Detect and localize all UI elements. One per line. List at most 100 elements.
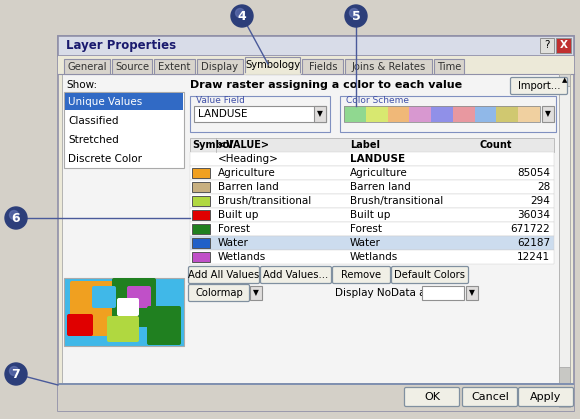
FancyBboxPatch shape — [366, 106, 387, 122]
FancyBboxPatch shape — [190, 152, 554, 166]
FancyBboxPatch shape — [518, 106, 540, 122]
Text: 671722: 671722 — [510, 224, 550, 234]
Text: 36034: 36034 — [517, 210, 550, 220]
Text: <Heading>: <Heading> — [218, 154, 279, 164]
Text: Discrete Color: Discrete Color — [68, 153, 142, 163]
Text: 85054: 85054 — [517, 168, 550, 178]
FancyBboxPatch shape — [453, 106, 474, 122]
FancyBboxPatch shape — [404, 388, 459, 406]
Text: Symbol: Symbol — [192, 140, 233, 150]
Circle shape — [5, 363, 27, 385]
FancyBboxPatch shape — [245, 57, 300, 74]
FancyBboxPatch shape — [58, 385, 574, 411]
Text: OK: OK — [424, 392, 440, 402]
FancyBboxPatch shape — [344, 106, 366, 122]
Text: Add Values...: Add Values... — [263, 270, 329, 280]
FancyBboxPatch shape — [190, 138, 554, 152]
FancyBboxPatch shape — [556, 38, 571, 53]
FancyBboxPatch shape — [345, 59, 432, 74]
Text: Draw raster assigning a color to each value: Draw raster assigning a color to each va… — [190, 80, 462, 90]
Text: ▼: ▼ — [469, 289, 475, 297]
Circle shape — [235, 8, 245, 18]
FancyBboxPatch shape — [64, 59, 110, 74]
Text: Layer Properties: Layer Properties — [66, 39, 176, 52]
FancyBboxPatch shape — [474, 106, 496, 122]
FancyBboxPatch shape — [192, 210, 210, 220]
Text: Fields: Fields — [309, 62, 337, 72]
Text: 62187: 62187 — [517, 238, 550, 248]
FancyBboxPatch shape — [58, 383, 574, 385]
Text: ▼: ▼ — [545, 109, 551, 119]
Text: Barren land: Barren land — [350, 182, 411, 192]
FancyBboxPatch shape — [496, 106, 518, 122]
FancyBboxPatch shape — [112, 278, 156, 327]
FancyBboxPatch shape — [260, 266, 332, 284]
Text: Brush/transitional: Brush/transitional — [218, 196, 311, 206]
FancyBboxPatch shape — [64, 92, 184, 168]
FancyBboxPatch shape — [466, 286, 478, 300]
FancyBboxPatch shape — [154, 59, 195, 74]
Text: General: General — [67, 62, 107, 72]
Text: 28: 28 — [536, 182, 550, 192]
Text: Built up: Built up — [350, 210, 390, 220]
FancyBboxPatch shape — [462, 388, 517, 406]
Text: Unique Values: Unique Values — [68, 96, 142, 106]
FancyBboxPatch shape — [190, 180, 554, 194]
Text: Wetlands: Wetlands — [218, 252, 266, 262]
Text: Wetlands: Wetlands — [350, 252, 398, 262]
Text: Brush/transitional: Brush/transitional — [350, 196, 443, 206]
Text: Time: Time — [437, 62, 461, 72]
Text: Display NoData as: Display NoData as — [335, 288, 431, 298]
FancyBboxPatch shape — [519, 388, 574, 406]
Text: ▼: ▼ — [317, 109, 323, 119]
FancyBboxPatch shape — [392, 266, 469, 284]
Text: Forest: Forest — [218, 224, 250, 234]
FancyBboxPatch shape — [192, 224, 210, 234]
FancyBboxPatch shape — [127, 286, 151, 308]
FancyBboxPatch shape — [192, 182, 210, 192]
FancyBboxPatch shape — [192, 196, 210, 206]
Text: Water: Water — [218, 238, 249, 248]
Text: Extent: Extent — [158, 62, 191, 72]
Text: Forest: Forest — [350, 224, 382, 234]
Text: 5: 5 — [351, 10, 360, 23]
Circle shape — [9, 367, 19, 375]
FancyBboxPatch shape — [67, 314, 93, 336]
FancyBboxPatch shape — [62, 74, 570, 407]
Text: Colormap: Colormap — [195, 288, 243, 298]
FancyBboxPatch shape — [117, 298, 139, 316]
Text: Agriculture: Agriculture — [218, 168, 276, 178]
FancyBboxPatch shape — [190, 166, 554, 180]
FancyBboxPatch shape — [64, 78, 184, 338]
FancyBboxPatch shape — [190, 208, 554, 222]
FancyBboxPatch shape — [188, 266, 259, 284]
FancyBboxPatch shape — [332, 266, 390, 284]
FancyBboxPatch shape — [112, 59, 153, 74]
FancyBboxPatch shape — [387, 106, 409, 122]
FancyBboxPatch shape — [190, 194, 554, 208]
Text: ?: ? — [544, 41, 550, 51]
FancyBboxPatch shape — [58, 36, 574, 56]
FancyBboxPatch shape — [314, 106, 326, 122]
FancyBboxPatch shape — [58, 36, 574, 411]
FancyBboxPatch shape — [192, 168, 210, 178]
Text: 4: 4 — [238, 10, 246, 23]
FancyBboxPatch shape — [434, 59, 464, 74]
Text: Cancel: Cancel — [471, 392, 509, 402]
FancyBboxPatch shape — [303, 59, 343, 74]
Circle shape — [5, 207, 27, 229]
Circle shape — [350, 8, 358, 18]
Text: Water: Water — [350, 238, 381, 248]
Text: Color Scheme: Color Scheme — [346, 96, 409, 105]
Text: Stretched: Stretched — [68, 134, 119, 145]
Text: Import...: Import... — [518, 81, 560, 91]
FancyBboxPatch shape — [559, 395, 570, 407]
Text: Classified: Classified — [68, 116, 118, 126]
Text: 294: 294 — [530, 196, 550, 206]
Text: Add All Values: Add All Values — [188, 270, 260, 280]
FancyBboxPatch shape — [250, 286, 262, 300]
Text: Default Colors: Default Colors — [394, 270, 466, 280]
FancyBboxPatch shape — [77, 304, 111, 336]
FancyBboxPatch shape — [192, 252, 210, 262]
FancyBboxPatch shape — [409, 106, 431, 122]
